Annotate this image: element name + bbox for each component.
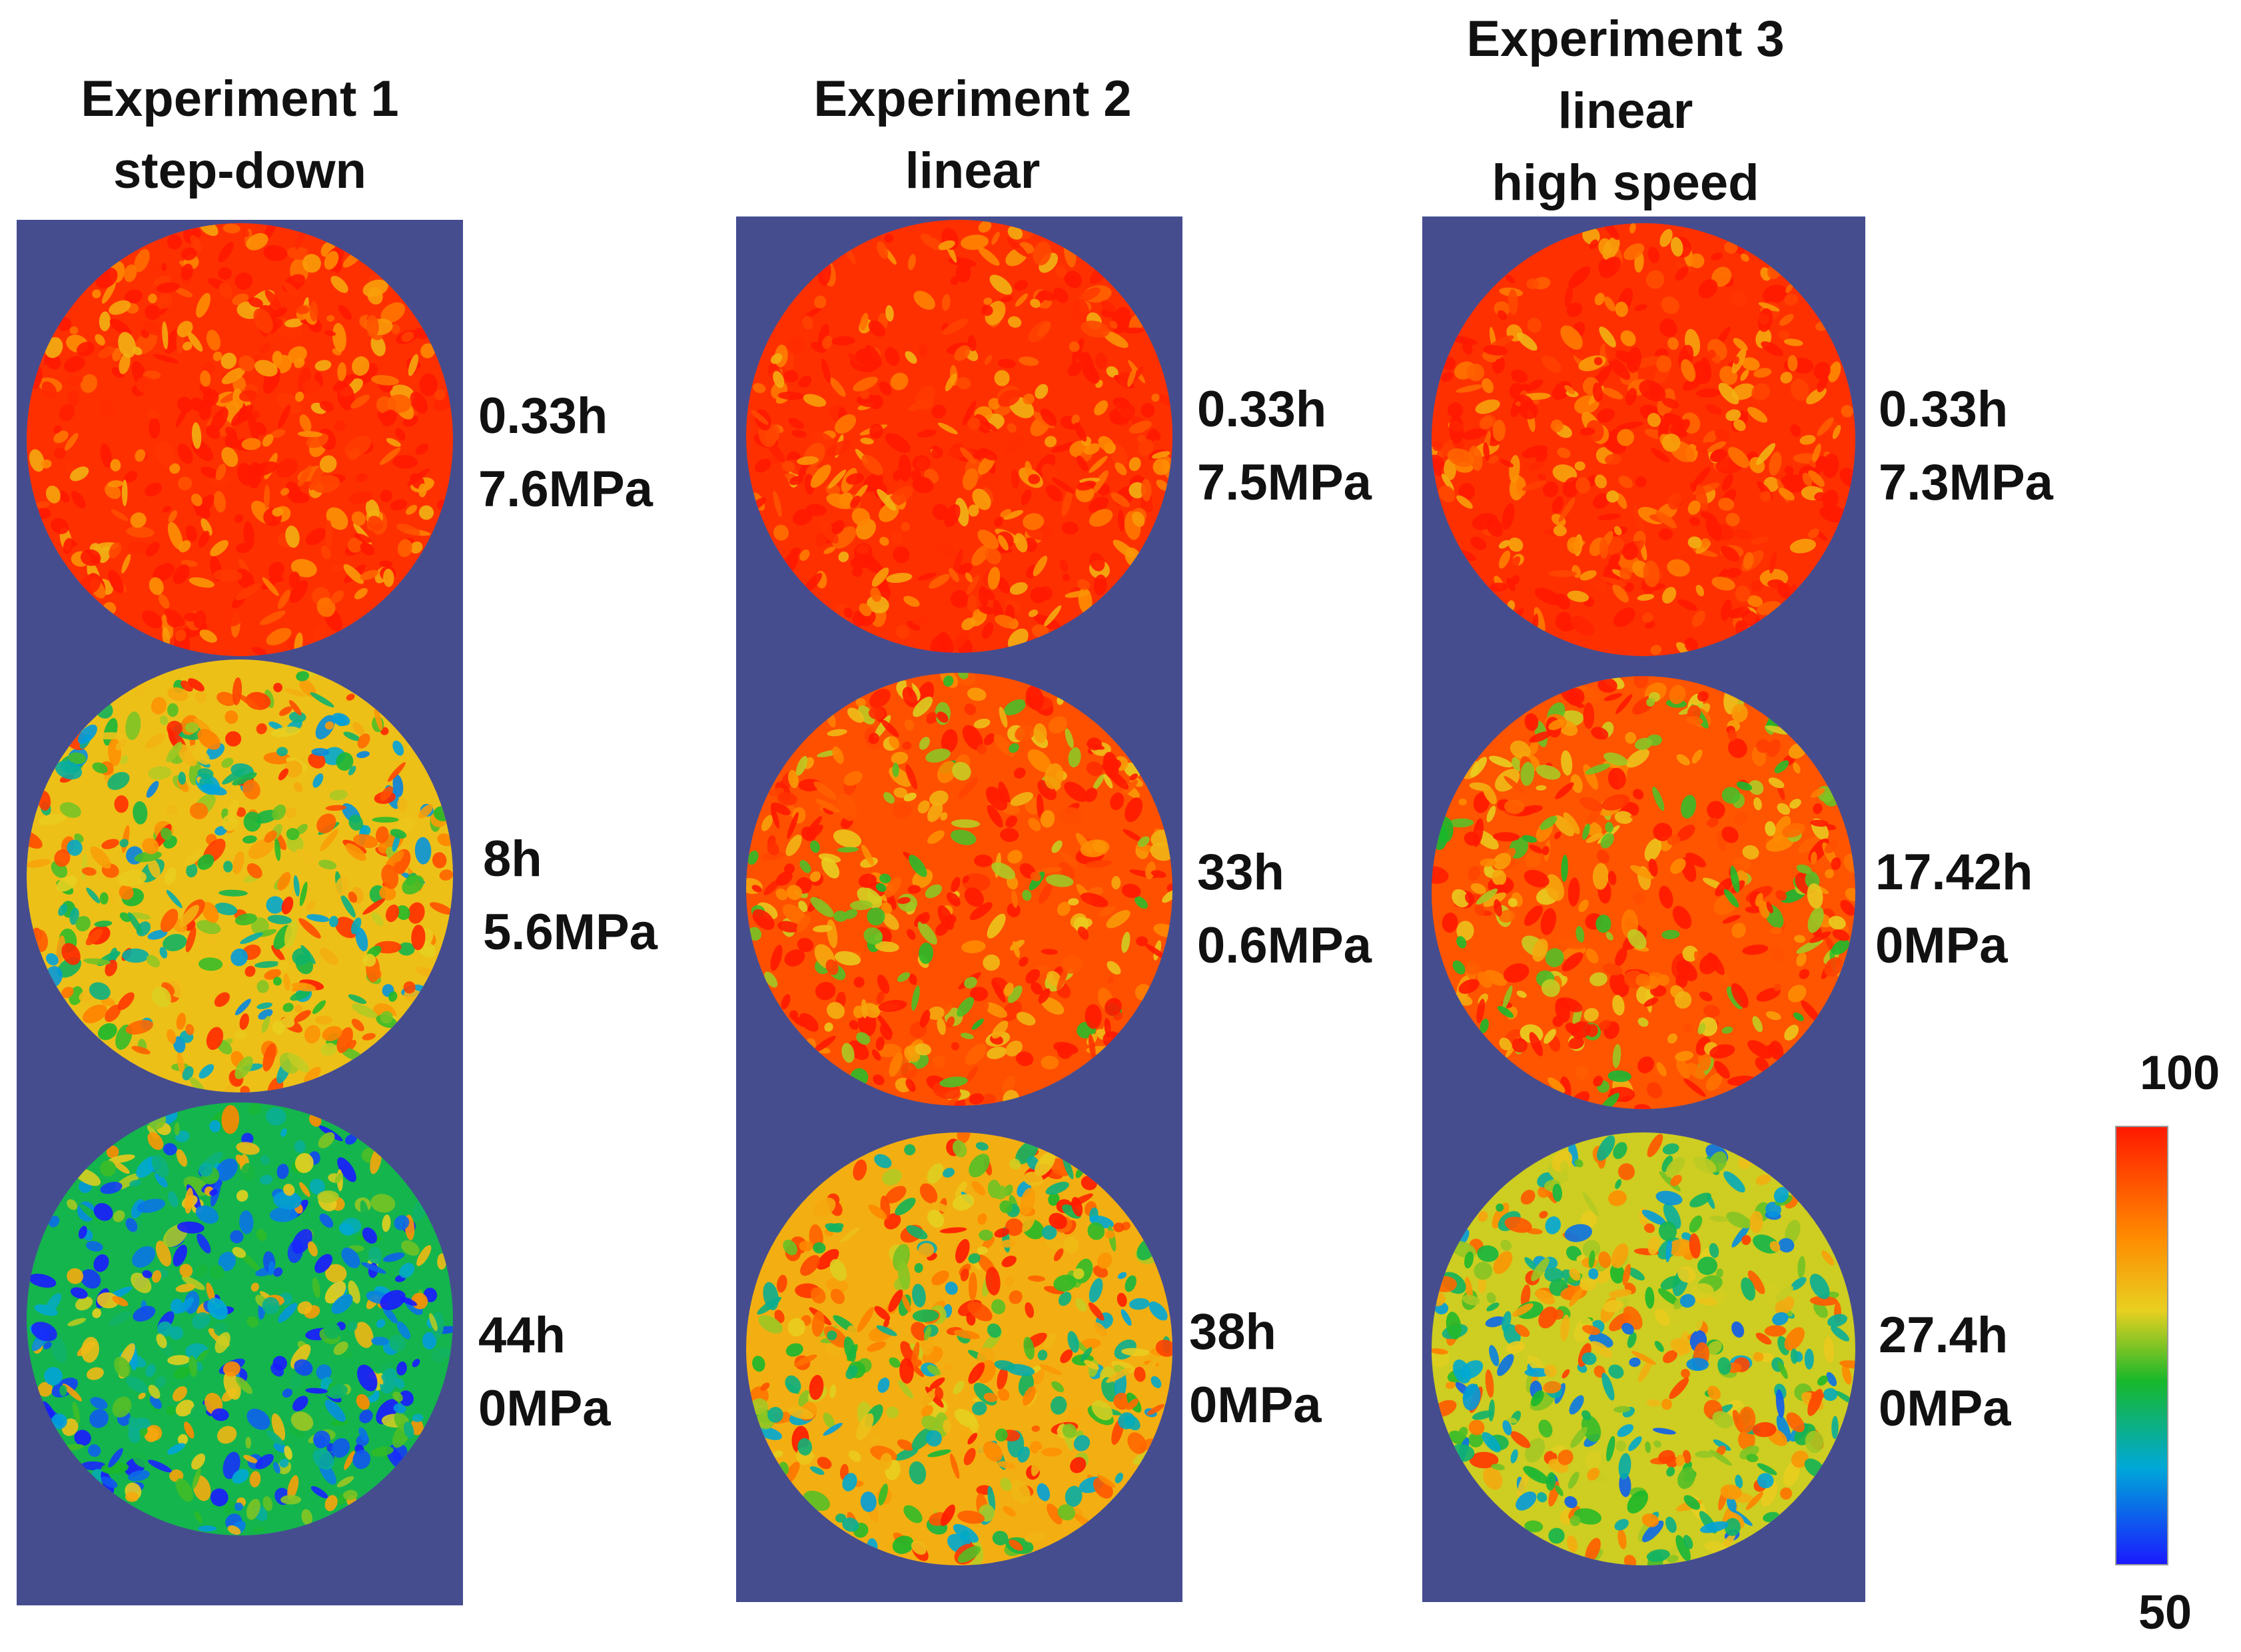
snapshot-label: 38h 0MPa [1189,1296,1322,1442]
pressure-label: 7.3MPa [1879,454,2053,511]
title-line: high speed [1492,155,1759,211]
pressure-label: 0.6MPa [1197,917,1372,974]
experiment-2-title: Experiment 2 linear [753,63,1192,207]
snapshot-label: 0.33h 7.5MPa [1197,373,1372,520]
contour-field [27,1102,453,1535]
experiment-1-title: Experiment 1 step-down [20,63,460,207]
contour-field [1432,676,1855,1109]
experiment-3-panel [1422,216,1865,1602]
pressure-label: 5.6MPa [483,904,658,961]
snapshot-label: 8h 5.6MPa [483,823,658,969]
snapshot-label: 33h 0.6MPa [1197,836,1372,983]
time-label: 0.33h [1879,381,2009,438]
time-label: 44h [478,1307,566,1364]
pressure-label: 0MPa [478,1380,611,1437]
title-line: step-down [113,143,366,199]
contour-field [746,673,1172,1106]
contour-field [27,223,453,656]
snapshot-label: 27.4h 0MPa [1879,1299,2011,1446]
title-line: Experiment 1 [81,71,399,127]
snapshot-label: 44h 0MPa [478,1299,611,1446]
colorbar [2115,1126,2168,1565]
title-line: Experiment 2 [813,71,1132,127]
title-line: linear [905,143,1041,199]
time-label: 8h [483,831,542,887]
contour-field [746,1132,1172,1565]
pressure-label: 0MPa [1875,917,2008,974]
contour-field [1432,1132,1855,1565]
title-line: Experiment 3 [1466,11,1785,67]
time-label: 38h [1189,1304,1276,1360]
pressure-label: 7.5MPa [1197,454,1372,511]
snapshot-label: 0.33h 7.6MPa [478,380,653,526]
experiment-3-title: Experiment 3 linear high speed [1406,3,1845,219]
experiment-2-panel [736,216,1182,1602]
pressure-label: 0MPa [1879,1380,2011,1437]
colorbar-min-label: 50 [2138,1586,2192,1639]
time-label: 0.33h [478,388,608,444]
contour-field [1432,223,1855,656]
pressure-label: 7.6MPa [478,461,653,518]
contour-field [27,659,453,1092]
snapshot-label: 0.33h 7.3MPa [1879,373,2053,520]
time-label: 27.4h [1879,1307,2009,1364]
time-label: 0.33h [1197,381,1327,438]
time-label: 33h [1197,844,1284,901]
snapshot-label: 17.42h 0MPa [1875,836,2033,983]
title-line: linear [1558,83,1693,139]
experiment-1-panel [17,220,463,1605]
colorbar-max-label: 100 [2140,1046,2220,1100]
contour-field [746,220,1172,653]
pressure-label: 0MPa [1189,1377,1322,1434]
time-label: 17.42h [1875,844,2033,901]
